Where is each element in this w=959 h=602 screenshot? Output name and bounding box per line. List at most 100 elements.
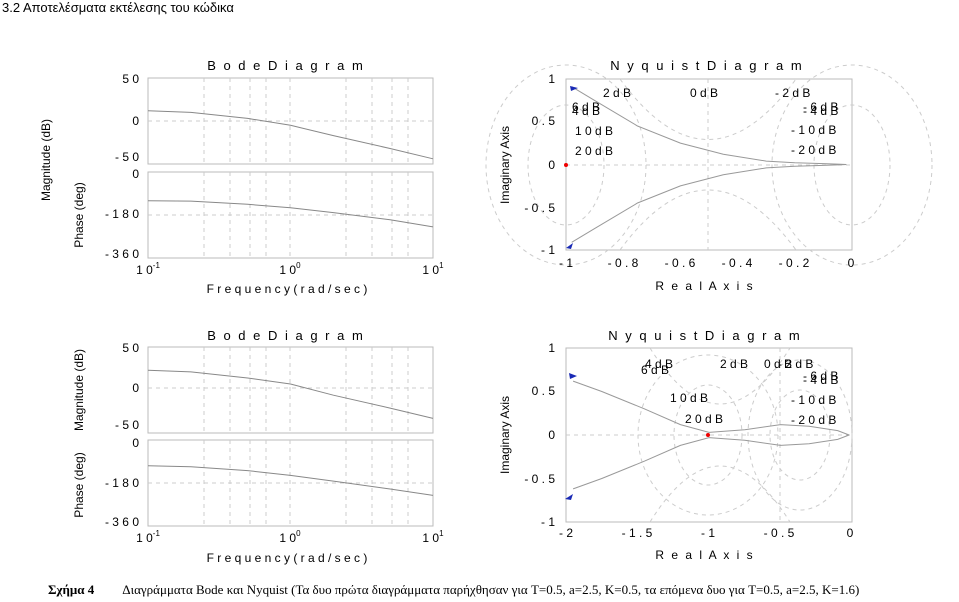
bode-mag-grid-2 — [148, 347, 433, 433]
nyquist-xlabel-2: R e a l A x i s — [655, 548, 754, 562]
nyquist-xtick-1d: - 0 . 4 — [722, 256, 753, 270]
db-label-m20-b: - 2 0 d B — [791, 413, 836, 427]
arrow-marker-top-1 — [570, 86, 578, 91]
bode-phase-tick-0-1: 0 — [132, 167, 139, 181]
nyquist-xtick-1e: - 0 . 2 — [779, 256, 810, 270]
nyquist-ytick-m05-2: - 0 . 5 — [524, 472, 555, 486]
bode-phase-ylabel-1: Phase (deg) — [72, 182, 86, 247]
nyquist-ytick-m1-1: - 1 — [541, 243, 555, 257]
bode-mag-grid-1 — [148, 78, 433, 164]
bode-mag-tick-0-2: 0 — [132, 381, 139, 395]
bode-xtick-1c: 1 01 — [422, 261, 444, 277]
nyquist-plot-1: N y q u i s t D i a g r a m Imaginary Ax… — [485, 58, 933, 293]
bode-plot-2: B o d e D i a g r a m Magnitude (dB) 5 0… — [72, 328, 444, 565]
nyquist-curve-positive-2 — [572, 380, 850, 436]
bode-mag-curve-1 — [147, 110, 434, 160]
db-label-m20: - 2 0 d B — [791, 143, 836, 157]
nyquist-plot-2: N y q u i s t D i a g r a m Imaginary Ax… — [498, 328, 854, 562]
nyquist-ytick-m1-2: - 1 — [541, 515, 555, 529]
nyquist-curve-negative-1 — [571, 164, 847, 243]
db-label-2-b: 2 d B — [720, 357, 748, 371]
nyquist-ytick-0-2: 0 — [548, 428, 555, 442]
bode-phase-tick-m180-1: - 1 8 0 — [105, 207, 139, 221]
db-label-4-b: 4 d B — [645, 357, 673, 371]
nyquist-xtick-1b: - 0 . 8 — [608, 256, 639, 270]
arrow-marker-bottom-1 — [566, 243, 573, 249]
db-label-m4: - 4 d B — [803, 104, 838, 118]
bode-xlabel-2: F r e q u e n c y ( r a d / s e c ) — [207, 551, 368, 565]
nyquist-xtick-1c: - 0 . 6 — [665, 256, 696, 270]
db-label-0: 0 d B — [690, 86, 718, 100]
critical-point-marker-1 — [564, 163, 568, 167]
db-label-m4-b: - 4 d B — [803, 373, 838, 387]
bode-mag-ylabel-2: Magnitude (dB) — [72, 349, 86, 431]
db-label-0-b: 0 d B — [764, 357, 792, 371]
db-label-m10: - 1 0 d B — [791, 123, 836, 137]
bode-xlabel-1: F r e q u e n c y ( r a d / s e c ) — [207, 282, 368, 296]
bode-mag-tick-50-2: 5 0 — [122, 341, 139, 355]
bode-mag-tick-0-1: 0 — [132, 114, 139, 128]
db-label-6-b: 6 d B — [641, 363, 669, 377]
nyquist-xtick-2b: - 1 . 5 — [622, 526, 653, 540]
db-label-10-b: 1 0 d B — [670, 391, 708, 405]
bode-phase-ylabel-2: Phase (deg) — [72, 452, 86, 517]
db-label-m6-b: - 6 d B — [803, 369, 838, 383]
bode-phase-tick-m360-1: - 3 6 0 — [105, 247, 139, 261]
bode-title-1: B o d e D i a g r a m — [207, 58, 365, 73]
bode-mag-tick-m50-1: - 5 0 — [115, 150, 139, 164]
bode-mag-ylabel-1: Magnitude (dB) — [39, 119, 53, 201]
nyquist-title-2: N y q u i s t D i a g r a m — [608, 328, 801, 343]
bode-phase-tick-0-2: 0 — [132, 436, 139, 450]
bode-xtick-2c: 1 01 — [422, 529, 444, 545]
bode-xtick-2a: 1 0-1 — [136, 529, 160, 545]
nyquist-ytick-1-1: 1 — [548, 72, 555, 86]
db-label-2: 2 d B — [603, 86, 631, 100]
db-label-m2-b: - 2 d B — [778, 357, 813, 371]
figure-caption: Σχήμα 4 Διαγράμματα Bode και Nyquist (Τα … — [48, 582, 859, 598]
nyquist-ytick-05-2: 0 . 5 — [532, 384, 556, 398]
nyquist-grid-2 — [566, 347, 853, 523]
nyquist-xtick-1a: - 1 — [559, 256, 573, 270]
bode-phase-tick-m180-2: - 1 8 0 — [105, 476, 139, 490]
nyquist-xlabel-1: R e a l A x i s — [655, 279, 754, 293]
db-label-m6: - 6 d B — [803, 100, 838, 114]
nyquist-xtick-2e: 0 — [847, 526, 854, 540]
bode-mag-tick-50-1: 5 0 — [122, 72, 139, 86]
nyquist-curve-negative-2 — [572, 434, 850, 490]
bode-phase-curve-1 — [147, 200, 434, 228]
bode-title-2: B o d e D i a g r a m — [207, 328, 365, 343]
db-label-10: 1 0 d B — [575, 124, 613, 138]
bode-phase-grid-1 — [148, 172, 433, 258]
db-label-m10-b: - 1 0 d B — [791, 393, 836, 407]
caption-text: Διαγράμματα Bode και Nyquist (Τα δυο πρώ… — [122, 582, 860, 597]
nyquist-ylabel-1: Imaginary Axis — [498, 126, 512, 204]
nyquist-xtick-2a: - 2 — [559, 526, 573, 540]
caption-label: Σχήμα 4 — [48, 582, 95, 597]
nyquist-ytick-05-1: 0 . 5 — [532, 114, 556, 128]
nyquist-curve-positive-1 — [571, 86, 847, 165]
bode-mag-tick-m50-2: - 5 0 — [115, 418, 139, 432]
arrow-marker-bottom-2 — [565, 494, 573, 500]
bode-plot-1: B o d e D i a g r a m Magnitude (dB) 5 0… — [39, 58, 444, 296]
nyquist-ytick-0-1: 0 — [548, 158, 555, 172]
section-heading: 3.2 Αποτελέσματα εκτέλεσης του κώδικα — [2, 0, 234, 15]
nyquist-ylabel-2: Imaginary Axis — [498, 396, 512, 474]
db-label-20: 2 0 d B — [575, 144, 613, 158]
nyquist-xtick-2c: - 1 — [701, 526, 715, 540]
bode-phase-curve-2 — [147, 465, 434, 496]
nyquist-xtick-1f: 0 — [848, 256, 855, 270]
nyquist-ytick-m05-1: - 0 . 5 — [524, 201, 555, 215]
nyquist-xtick-2d: - 0 . 5 — [764, 526, 795, 540]
nyquist-ytick-1-2: 1 — [548, 341, 555, 355]
bode-phase-grid-2 — [148, 440, 433, 526]
bode-xtick-2b: 1 00 — [279, 529, 301, 545]
nyquist-title-1: N y q u i s t D i a g r a m — [610, 58, 803, 73]
critical-point-marker-2 — [706, 433, 710, 437]
bode-phase-tick-m360-2: - 3 6 0 — [105, 515, 139, 529]
db-label-6: 6 d B — [572, 100, 600, 114]
db-label-m2: - 2 d B — [775, 86, 810, 100]
bode-xtick-1b: 1 00 — [279, 261, 301, 277]
nyquist-grid-1 — [485, 64, 933, 266]
arrow-marker-top-2 — [569, 373, 577, 379]
